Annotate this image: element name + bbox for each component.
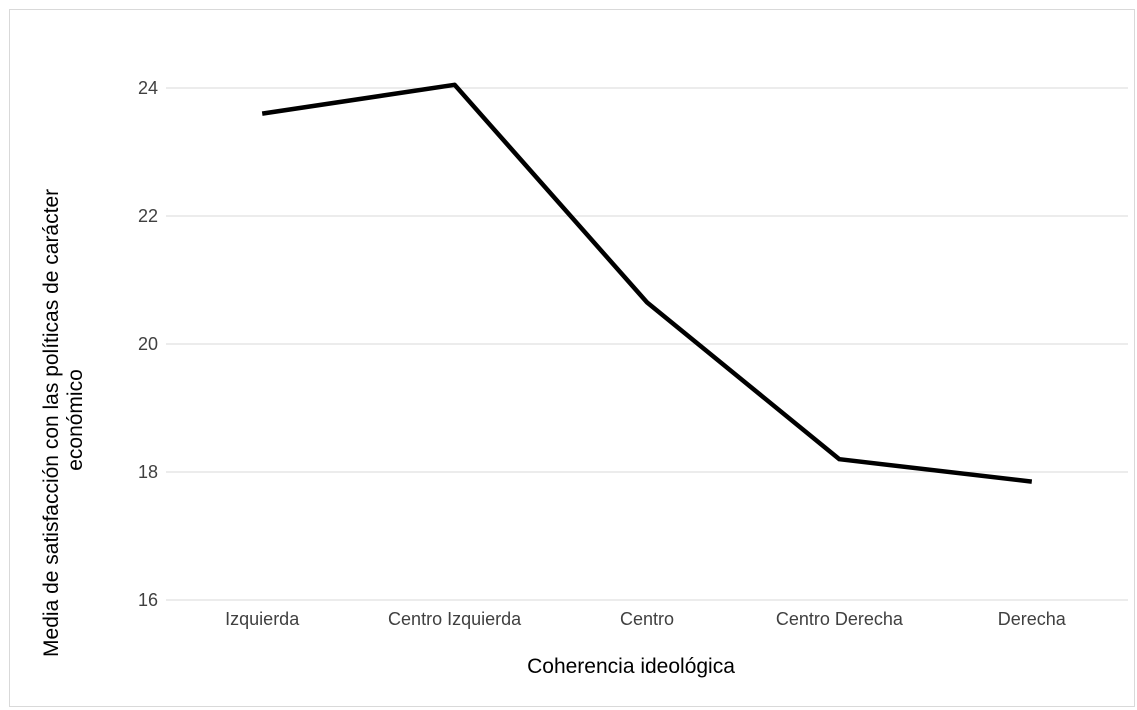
y-tick-label: 16 bbox=[138, 590, 158, 610]
y-axis-title: Media de satisfacción con las políticas … bbox=[40, 183, 87, 657]
y-axis-title-line-1: Media de satisfacción con las políticas … bbox=[40, 189, 63, 657]
series-lines bbox=[261, 82, 1033, 484]
gridlines bbox=[166, 87, 1128, 601]
x-tick-label: Izquierda bbox=[225, 609, 300, 629]
y-tick-label: 18 bbox=[138, 462, 158, 482]
y-tick-label: 22 bbox=[138, 206, 158, 226]
x-tick-label: Centro bbox=[620, 609, 674, 629]
chart-frame bbox=[9, 9, 1135, 707]
x-axis-title: Coherencia ideológica bbox=[527, 655, 735, 678]
series-line bbox=[261, 82, 1033, 484]
y-tick-label: 24 bbox=[138, 78, 158, 98]
y-tick-label: 20 bbox=[138, 334, 158, 354]
x-tick-label: Centro Derecha bbox=[776, 609, 904, 629]
x-tick-labels: Izquierda Centro Izquierda Centro Centro De… bbox=[225, 609, 1067, 629]
y-axis-title-line-2: económico bbox=[64, 369, 87, 471]
x-tick-label: Centro Izquierda bbox=[388, 609, 522, 629]
y-tick-labels: 16 18 20 22 24 bbox=[138, 78, 158, 610]
x-tick-label: Derecha bbox=[998, 609, 1067, 629]
